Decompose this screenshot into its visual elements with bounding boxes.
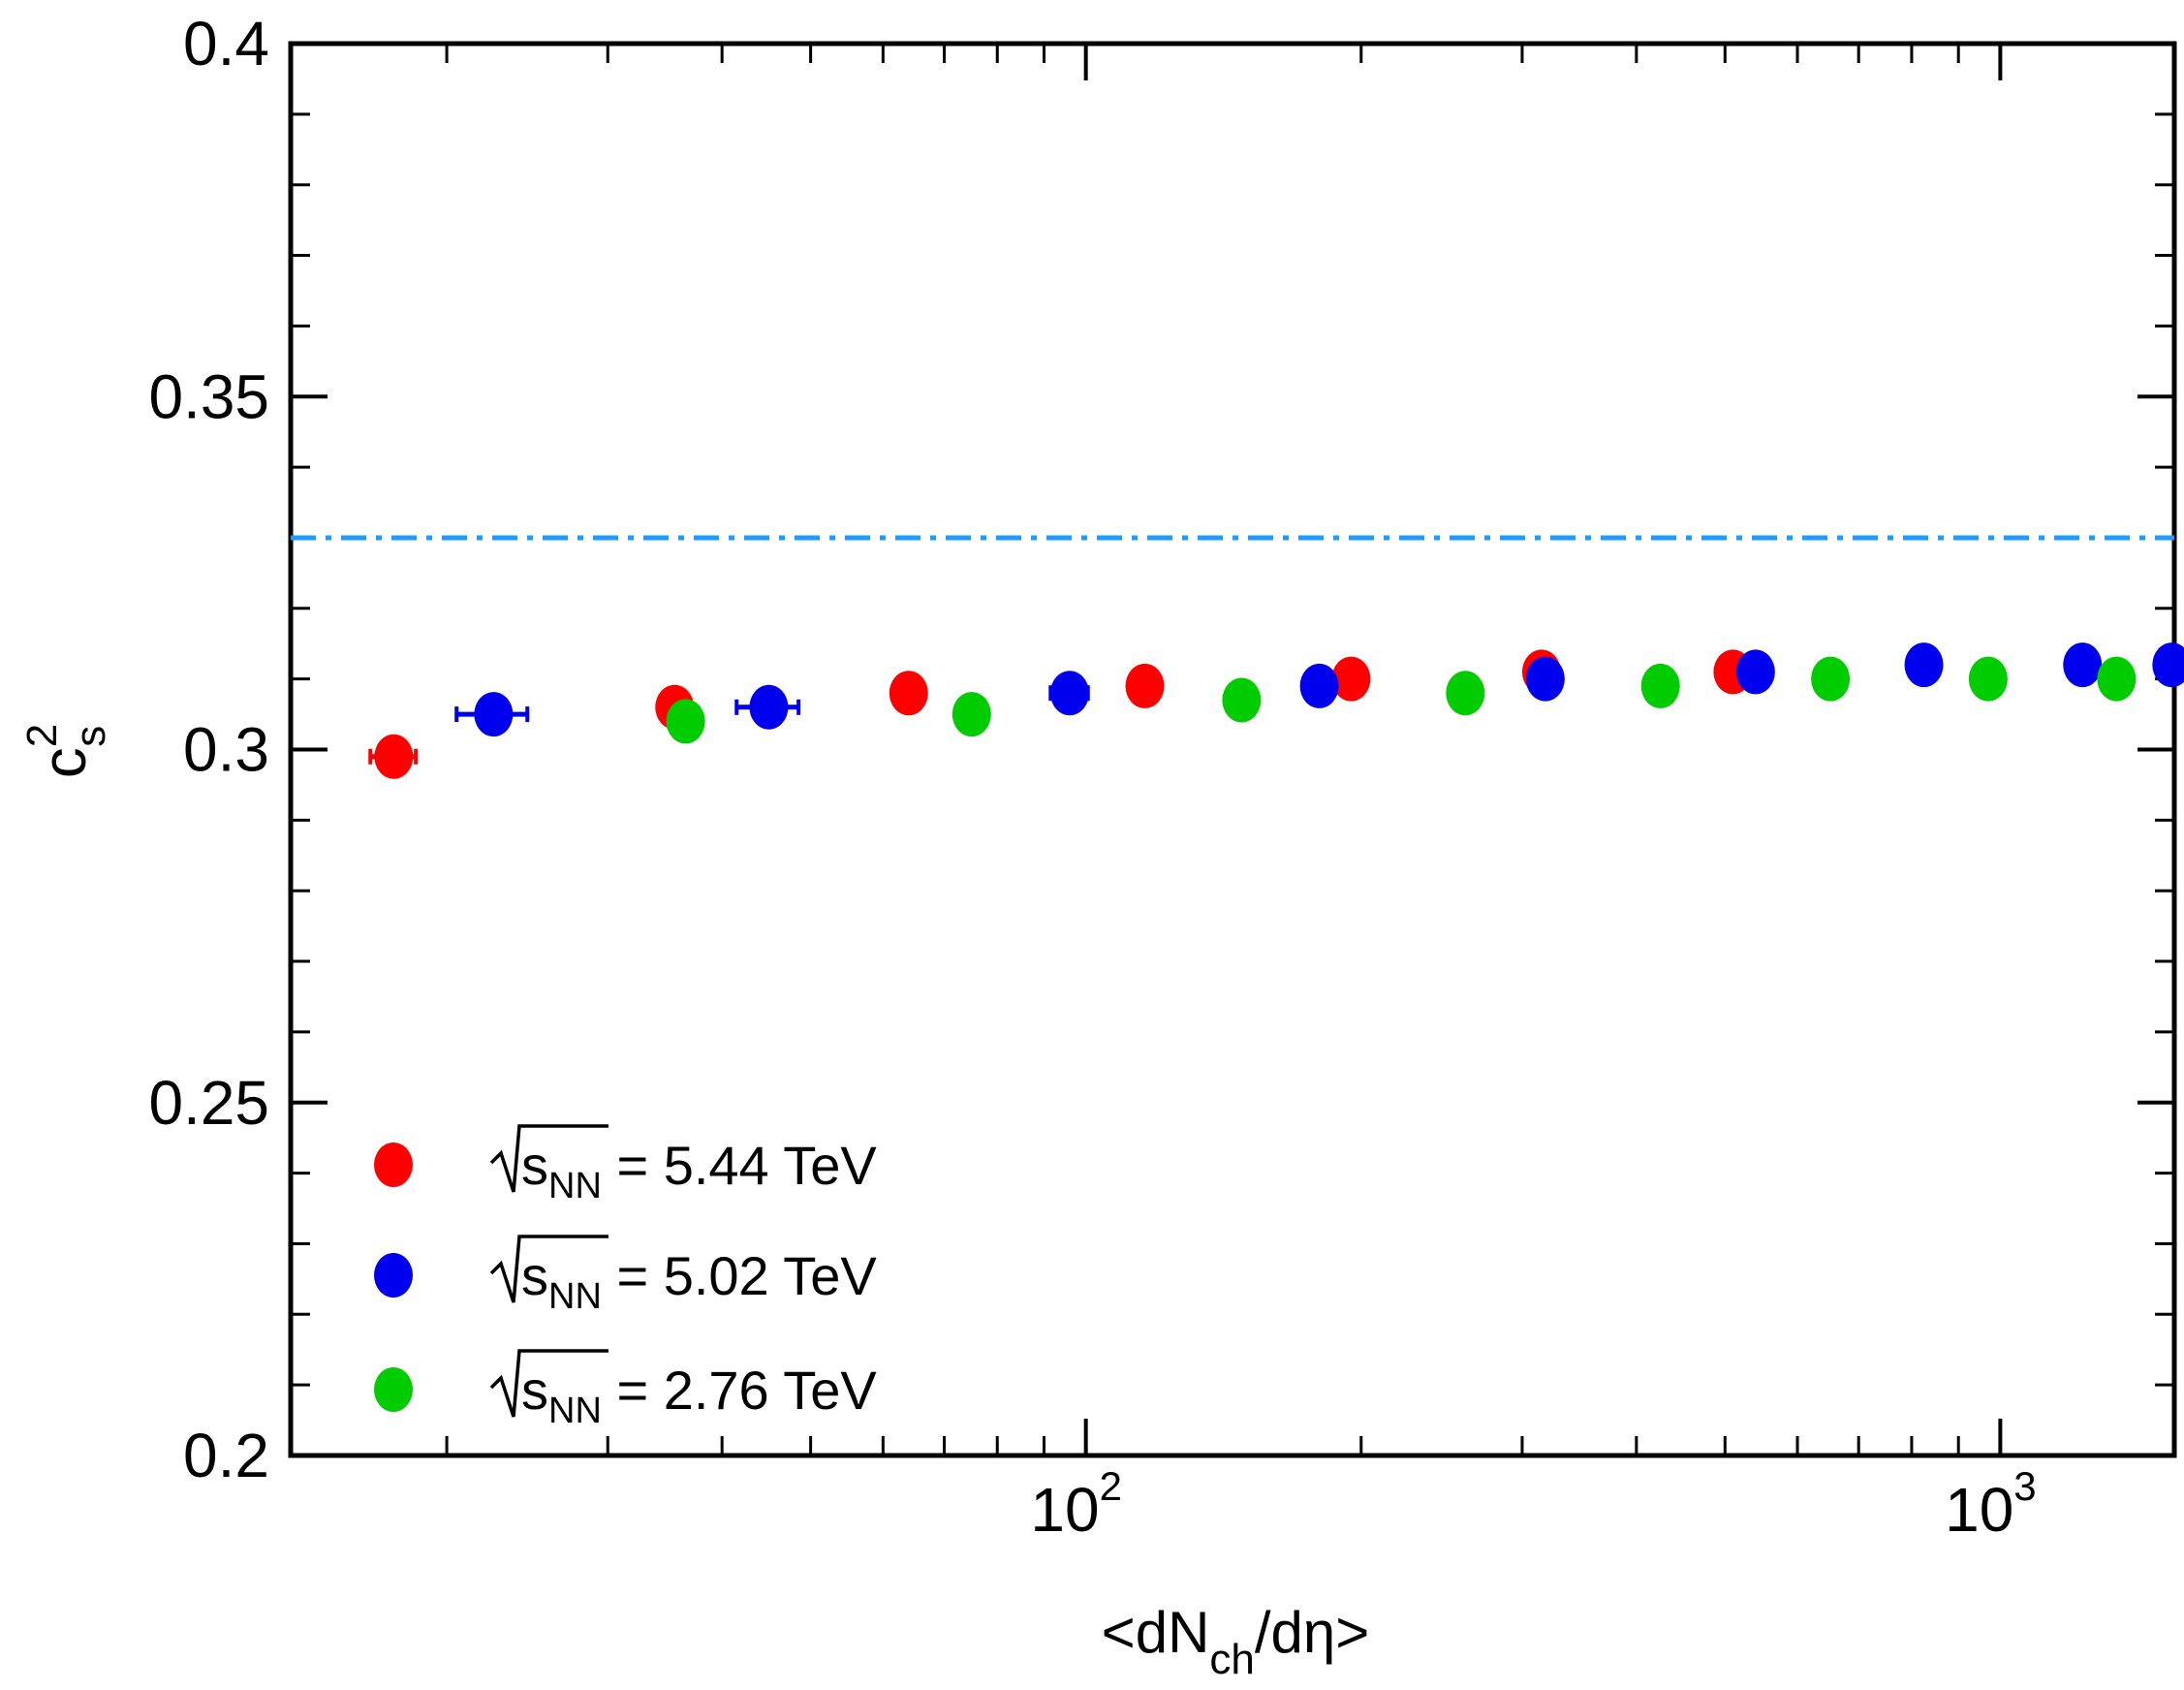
ticks-group bbox=[291, 42, 2174, 1457]
data-point-2 bbox=[1811, 656, 1851, 702]
data-point-1 bbox=[474, 692, 514, 737]
data-point-1 bbox=[2152, 642, 2184, 688]
sqrt-symbol bbox=[489, 1349, 608, 1418]
y-tick-label: 0.2 bbox=[183, 1421, 269, 1490]
plot-frame bbox=[288, 41, 2177, 1458]
legend-marker bbox=[374, 1367, 413, 1412]
plot-frame-group bbox=[288, 41, 2177, 1458]
legend-marker bbox=[374, 1142, 413, 1187]
sqrt-symbol bbox=[489, 1124, 608, 1193]
legend-label: sNN = 5.44 TeV bbox=[521, 1135, 877, 1206]
data-point-1 bbox=[1735, 649, 1775, 695]
data-point-2 bbox=[952, 692, 991, 737]
labels-group: 0.2 0.25 0.3 0.35 0.4 102 103 c2s <dNch/dη> bbox=[18, 9, 2037, 1683]
data-point-1 bbox=[749, 684, 789, 730]
legend: sNN = 5.44 TeV sNN = 5.02 TeV sNN = 2.76 T… bbox=[374, 1124, 877, 1431]
y-axis-title: c2s bbox=[18, 724, 114, 778]
data-point-1 bbox=[1049, 671, 1089, 716]
data-points-group bbox=[368, 642, 2184, 779]
data-point-2 bbox=[1222, 677, 1262, 723]
x-tick-label: 103 bbox=[1945, 1463, 2037, 1545]
data-point-1 bbox=[2063, 642, 2103, 688]
x-axis-title: <dNch/dη> bbox=[1102, 1600, 1370, 1683]
legend-label: sNN = 2.76 TeV bbox=[521, 1360, 877, 1431]
data-point-2 bbox=[666, 699, 705, 744]
y-tick-label: 0.25 bbox=[148, 1068, 269, 1138]
data-point-1 bbox=[1904, 642, 1944, 688]
data-point-0 bbox=[1331, 656, 1371, 702]
data-point-1 bbox=[1525, 656, 1565, 702]
x-tick-label: 102 bbox=[1030, 1463, 1122, 1545]
data-point-1 bbox=[1299, 663, 1339, 708]
data-point-0 bbox=[889, 671, 928, 716]
y-tick-label: 0.3 bbox=[183, 715, 269, 785]
legend-marker bbox=[374, 1253, 413, 1298]
data-point-2 bbox=[1968, 656, 2008, 702]
data-point-2 bbox=[1446, 671, 1485, 716]
sqrt-symbol bbox=[489, 1235, 608, 1303]
data-point-2 bbox=[1640, 663, 1680, 708]
y-tick-label: 0.35 bbox=[148, 361, 269, 431]
legend-label: sNN = 5.02 TeV bbox=[521, 1245, 877, 1317]
data-point-0 bbox=[374, 734, 414, 779]
y-tick-label: 0.4 bbox=[183, 9, 269, 78]
data-point-2 bbox=[2097, 656, 2137, 702]
data-point-0 bbox=[1125, 663, 1165, 708]
